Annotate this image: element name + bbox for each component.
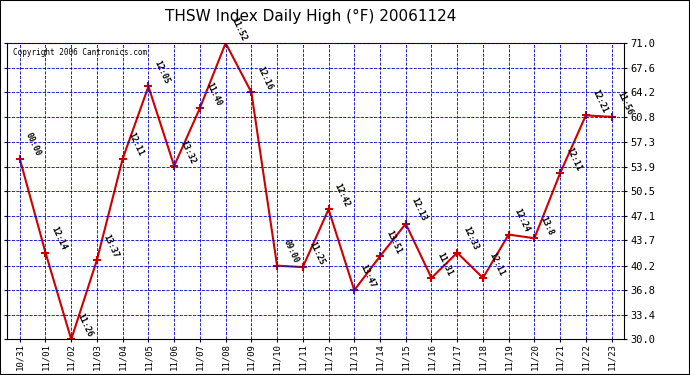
Text: 11:40: 11:40 — [204, 81, 223, 107]
Text: 12:14: 12:14 — [50, 225, 68, 252]
Text: 11:52: 11:52 — [230, 16, 248, 42]
Text: 11:56: 11:56 — [615, 90, 635, 116]
Text: 12:42: 12:42 — [333, 182, 351, 209]
Text: 12:13: 12:13 — [410, 196, 428, 223]
Text: 12:24: 12:24 — [513, 207, 531, 234]
Text: 13:8: 13:8 — [539, 216, 555, 237]
Text: 09:00: 09:00 — [282, 238, 300, 265]
Text: 13:32: 13:32 — [178, 139, 197, 165]
Text: 12:16: 12:16 — [255, 65, 274, 92]
Text: 12:11: 12:11 — [127, 132, 146, 158]
Text: 12:11: 12:11 — [487, 251, 506, 277]
Text: 11:26: 11:26 — [75, 312, 94, 339]
Text: 00:00: 00:00 — [24, 132, 43, 158]
Text: 13:37: 13:37 — [101, 232, 120, 259]
Text: Copyright 2006 Cantronics.com: Copyright 2006 Cantronics.com — [13, 48, 147, 57]
Text: 12:11: 12:11 — [564, 146, 583, 172]
Text: THSW Index Daily High (°F) 20061124: THSW Index Daily High (°F) 20061124 — [165, 9, 456, 24]
Text: 12:21: 12:21 — [590, 88, 609, 115]
Text: 11:31: 11:31 — [435, 251, 454, 277]
Text: 12:33: 12:33 — [462, 225, 480, 252]
Text: 11:25: 11:25 — [307, 240, 326, 266]
Text: 13:47: 13:47 — [358, 263, 377, 290]
Text: 12:05: 12:05 — [152, 59, 171, 86]
Text: 13:51: 13:51 — [384, 229, 403, 255]
